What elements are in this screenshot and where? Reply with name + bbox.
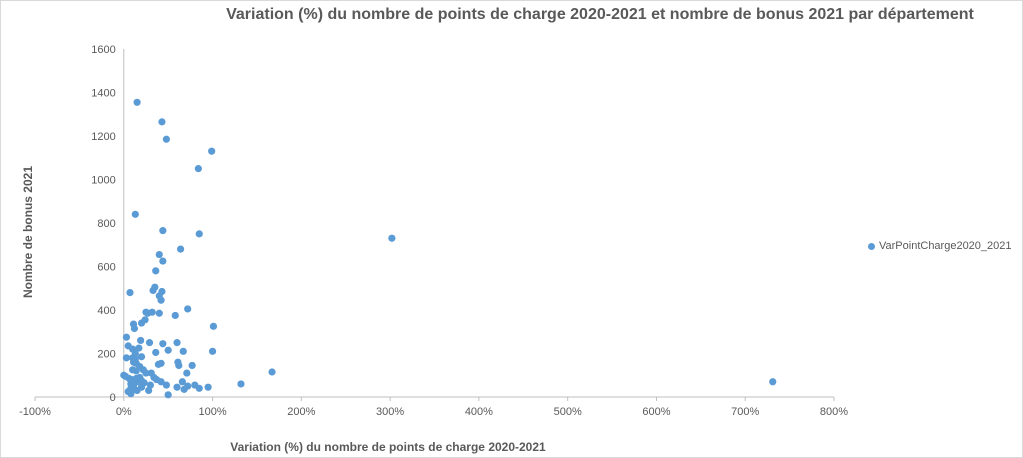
data-point [195,230,203,238]
data-point [151,283,159,291]
data-point [164,346,172,354]
data-point [127,390,135,398]
x-tick-label: 500% [554,406,582,418]
data-point [122,354,131,362]
data-point [158,118,166,126]
data-point [162,135,170,143]
data-point [152,348,160,357]
data-point [137,353,146,361]
data-point [188,361,196,370]
data-point [155,309,163,317]
data-point [157,296,165,304]
data-point [183,369,191,377]
data-point [171,311,179,320]
data-point [152,267,160,275]
data-point [195,384,203,392]
data-point [769,378,777,386]
x-tick-label: 600% [642,406,670,418]
data-point [135,344,143,352]
data-point [176,245,185,253]
data-point [204,383,212,391]
chart-title: Variation (%) du nombre de points de cha… [226,6,974,23]
data-point [157,378,165,386]
legend-marker-icon [868,242,875,250]
y-tick-label: 400 [97,305,115,317]
x-tick-label: 200% [287,406,315,418]
legend: VarPointCharge2020_2021 [868,240,1012,252]
data-points [120,98,777,399]
data-point [159,227,167,235]
data-point [184,305,192,313]
y-tick-label: 1000 [91,175,115,187]
data-point [173,383,181,391]
data-point [132,367,140,375]
y-tick-label: 1400 [91,88,115,100]
x-tick-label: 100% [198,406,226,418]
data-point [137,319,146,327]
x-tick-label: 700% [731,406,759,418]
legend-label: VarPointCharge2020_2021 [879,240,1012,252]
y-tick-label: 0 [110,392,116,404]
data-point [159,340,167,348]
data-point [388,234,396,242]
data-point [209,322,218,330]
data-point [146,381,155,389]
y-tick-label: 1600 [91,44,115,56]
data-point [208,147,216,155]
data-point [175,361,183,370]
data-point [173,339,181,347]
y-axis-label: Nombre de bonus 2021 [21,165,35,299]
data-point [208,347,217,355]
data-point [142,369,150,377]
data-point [237,380,245,388]
x-tick-label: 0% [116,406,132,418]
x-axis-label: Variation (%) du nombre de points de cha… [230,440,546,454]
x-tick-label: -100% [19,406,51,418]
data-point [122,333,131,341]
data-point [178,378,186,386]
data-point [145,386,153,395]
y-tick-label: 600 [97,262,115,274]
data-point [179,347,187,355]
data-point [164,391,172,399]
x-tick-label: 800% [820,406,848,418]
data-point [144,309,152,317]
x-tick-label: 300% [376,406,404,418]
data-point [131,210,139,218]
data-point [137,336,145,345]
data-point [159,257,167,265]
x-tick-label: 400% [465,406,493,418]
data-point [155,250,163,259]
data-point [130,324,139,333]
x-tick-labels: -100% 0% 100% 200% 300% 400% 500% 600% 700% 800% [19,397,848,418]
data-point [145,339,154,347]
data-point [162,381,170,389]
data-point [158,287,166,296]
data-point [194,165,202,173]
data-point [184,382,192,390]
data-point [154,360,163,368]
data-point [126,289,134,297]
y-tick-label: 200 [97,349,115,361]
data-point [268,368,276,376]
y-tick-label: 800 [97,218,115,230]
y-tick-label: 1200 [91,131,115,143]
y-tick-labels: 0 200 400 600 800 1000 1200 1400 1600 [91,44,115,404]
data-point [133,98,141,106]
data-point [133,386,141,395]
